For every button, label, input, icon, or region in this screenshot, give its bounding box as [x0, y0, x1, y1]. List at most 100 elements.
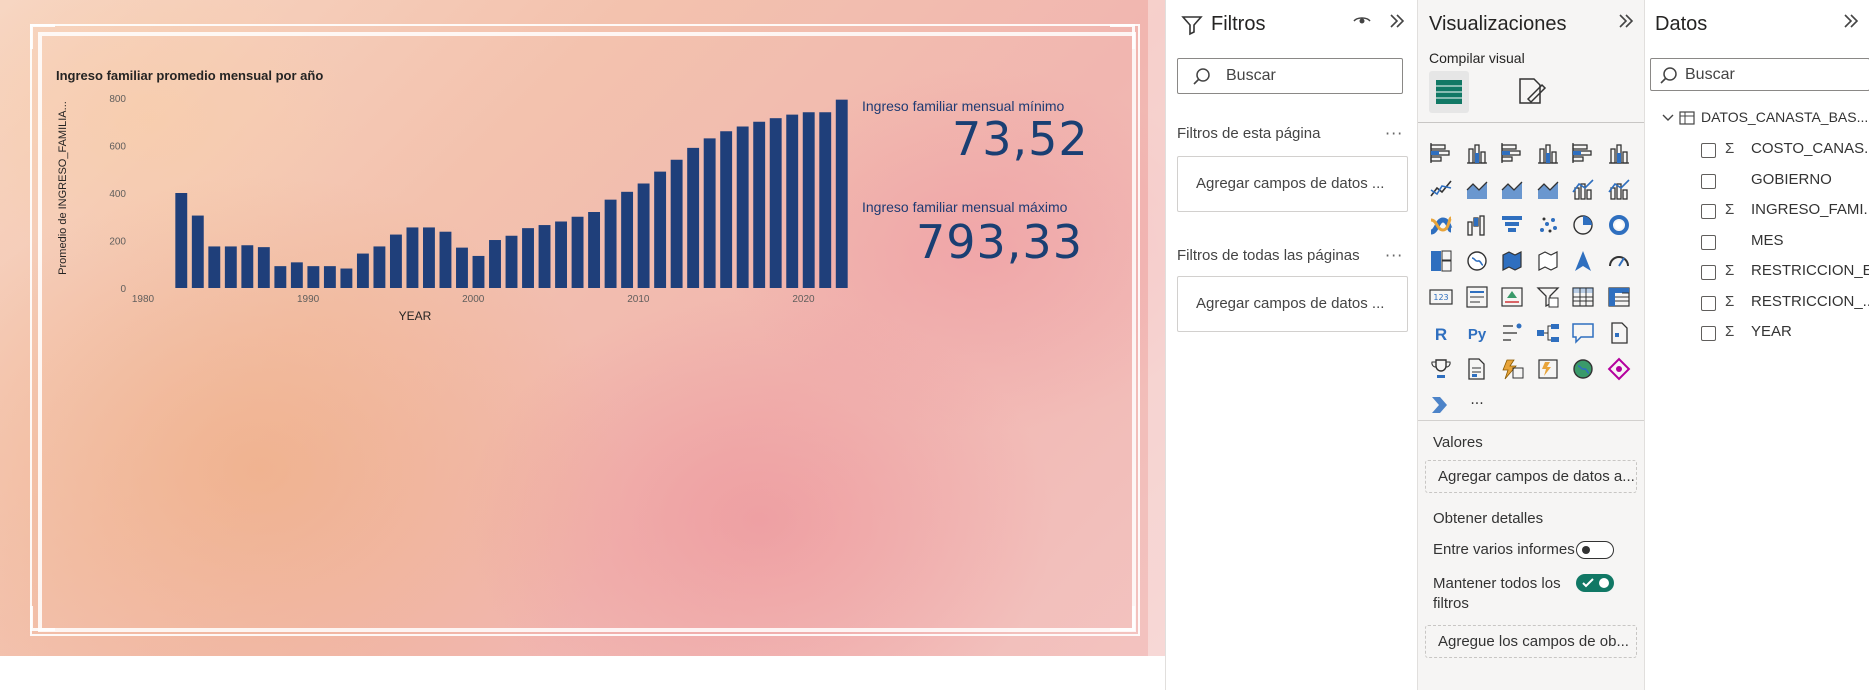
key-influencers-icon[interactable] — [1499, 320, 1527, 348]
collapse-data-icon[interactable] — [1842, 10, 1860, 36]
100-stacked-bar-chart-icon[interactable] — [1570, 140, 1598, 168]
bar-2009[interactable] — [621, 191, 634, 288]
kpi-icon[interactable] — [1499, 284, 1527, 312]
bar-1992[interactable] — [340, 268, 353, 288]
bar-2014[interactable] — [703, 138, 716, 288]
gauge-icon[interactable] — [1606, 248, 1634, 276]
bar-1997[interactable] — [423, 227, 435, 288]
keep-filters-toggle[interactable] — [1576, 574, 1614, 592]
field-checkbox[interactable] — [1701, 143, 1716, 158]
bar-1990[interactable] — [307, 266, 320, 288]
all-pages-filters-more-icon[interactable]: ··· — [1385, 246, 1404, 265]
area-chart-icon[interactable] — [1464, 176, 1492, 204]
bar-2012[interactable] — [670, 159, 683, 288]
bar-1987[interactable] — [257, 247, 270, 288]
bar-2001[interactable] — [489, 240, 501, 288]
bar-2005[interactable] — [555, 221, 567, 289]
smart-narrative-icon[interactable] — [1464, 356, 1492, 384]
bar-1982[interactable] — [175, 193, 188, 288]
trophy-goals-icon[interactable] — [1428, 356, 1456, 384]
stacked-column-chart-icon[interactable] — [1464, 140, 1492, 168]
bar-2004[interactable] — [538, 225, 551, 288]
treemap-icon[interactable] — [1428, 248, 1456, 276]
arcgis-map-icon[interactable] — [1570, 356, 1598, 384]
map-icon[interactable] — [1464, 248, 1492, 276]
100-stacked-area-chart-icon[interactable] — [1535, 176, 1563, 204]
data-search-input[interactable]: Buscar — [1650, 58, 1869, 91]
build-visual-tab[interactable] — [1429, 71, 1469, 113]
waterfall-chart-icon[interactable] — [1464, 212, 1492, 240]
stacked-area-chart-icon[interactable] — [1499, 176, 1527, 204]
line-and-stacked-column-chart-icon[interactable] — [1570, 176, 1598, 204]
field-checkbox[interactable] — [1701, 173, 1716, 189]
collapse-filters-icon[interactable] — [1388, 10, 1406, 36]
collapse-visualizations-icon[interactable] — [1617, 10, 1635, 36]
page-filters-dropzone[interactable]: Agregar campos de datos ... — [1177, 156, 1408, 212]
bar-1985[interactable] — [224, 246, 237, 288]
line-and-clustered-column-chart-icon[interactable] — [1606, 176, 1634, 204]
bar-2006[interactable] — [571, 216, 584, 288]
field-checkbox[interactable] — [1701, 204, 1716, 219]
field-checkbox[interactable] — [1701, 326, 1716, 341]
scatter-chart-icon[interactable] — [1535, 212, 1563, 240]
funnel-chart-icon[interactable] — [1499, 212, 1527, 240]
more-visuals-icon[interactable]: ··· — [1464, 392, 1492, 420]
bar-2013[interactable] — [687, 147, 700, 288]
power-automate-flow-icon[interactable] — [1428, 392, 1456, 420]
decomposition-tree-icon[interactable] — [1535, 320, 1563, 348]
slicer-icon[interactable] — [1535, 284, 1563, 312]
qa-visual-icon[interactable] — [1570, 320, 1598, 348]
format-visual-tab[interactable] — [1514, 73, 1554, 113]
drill-through-dropzone[interactable]: Agregue los campos de ob... — [1425, 625, 1637, 658]
bar-1998[interactable] — [439, 231, 452, 288]
power-automate-icon[interactable] — [1535, 356, 1563, 384]
field-checkbox[interactable] — [1701, 234, 1716, 250]
bar-1989[interactable] — [290, 262, 303, 288]
matrix-icon[interactable] — [1606, 284, 1634, 312]
bar-2003[interactable] — [522, 228, 534, 288]
donut-chart-icon[interactable] — [1606, 212, 1634, 240]
report-page[interactable]: Ingreso familiar promedio mensual por añ… — [0, 0, 1165, 656]
field-checkbox[interactable] — [1701, 265, 1716, 280]
values-dropzone[interactable]: Agregar campos de datos a... — [1425, 460, 1637, 493]
pie-chart-icon[interactable] — [1570, 212, 1598, 240]
bar-2011[interactable] — [654, 171, 667, 288]
bar-2000[interactable] — [472, 255, 485, 288]
multi-row-card-icon[interactable] — [1464, 284, 1492, 312]
bar-1983[interactable] — [191, 215, 204, 288]
paginated-report-icon[interactable] — [1606, 320, 1634, 348]
bar-2018[interactable] — [769, 118, 782, 288]
bar-2015[interactable] — [720, 131, 733, 288]
bar-1984[interactable] — [208, 246, 221, 288]
r-script-visual-icon[interactable]: R — [1428, 320, 1456, 348]
clustered-column-chart-icon[interactable] — [1535, 140, 1563, 168]
bar-1991[interactable] — [323, 266, 336, 288]
python-visual-icon[interactable]: Py — [1464, 320, 1492, 348]
filled-map-icon[interactable] — [1499, 248, 1527, 276]
bar-1993[interactable] — [356, 253, 369, 288]
bar-2019[interactable] — [786, 114, 799, 288]
bar-2008[interactable] — [604, 199, 617, 288]
all-pages-filters-dropzone[interactable]: Agregar campos de datos ... — [1177, 276, 1408, 332]
ribbon-chart-icon[interactable] — [1428, 212, 1456, 240]
eye-icon[interactable] — [1352, 13, 1372, 33]
bar-2002[interactable] — [505, 235, 518, 288]
card-icon[interactable]: 123 — [1428, 284, 1456, 312]
bar-2016[interactable] — [736, 126, 749, 289]
bar-1994[interactable] — [373, 246, 386, 288]
cross-report-toggle[interactable] — [1576, 541, 1614, 559]
100-stacked-column-chart-icon[interactable] — [1606, 140, 1634, 168]
shape-map-icon[interactable] — [1535, 248, 1563, 276]
bar-1988[interactable] — [274, 266, 287, 288]
filters-search-input[interactable]: Buscar — [1177, 58, 1403, 94]
bar-2010[interactable] — [637, 183, 650, 289]
bar-1999[interactable] — [456, 247, 468, 288]
bar-2020[interactable] — [802, 112, 815, 288]
stacked-bar-chart-icon[interactable] — [1428, 140, 1456, 168]
azure-map-icon[interactable] — [1570, 248, 1598, 276]
bar-1995[interactable] — [389, 234, 402, 288]
field-checkbox[interactable] — [1701, 295, 1716, 311]
clustered-bar-chart-icon[interactable] — [1499, 140, 1527, 168]
power-apps-icon[interactable] — [1499, 356, 1527, 384]
bar-1986[interactable] — [241, 245, 254, 288]
